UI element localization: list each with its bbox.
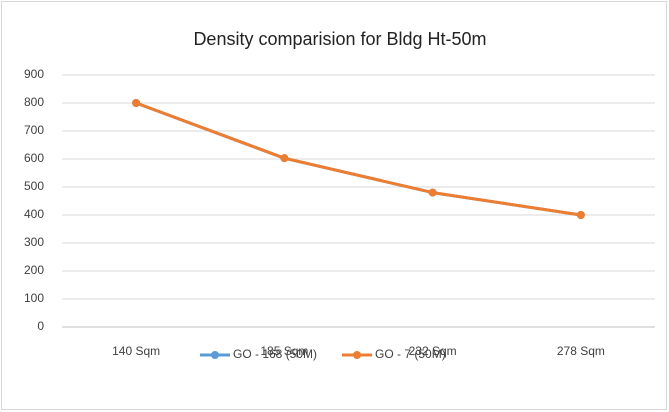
- y-tick-label: 200: [24, 263, 44, 277]
- legend-label: GO - 168 (50M): [233, 347, 317, 361]
- y-tick-label: 400: [24, 207, 44, 221]
- y-tick-label: 0: [37, 319, 44, 333]
- data-point: [428, 188, 437, 197]
- y-tick-label: 600: [24, 151, 44, 165]
- y-tick-label: 100: [24, 291, 44, 305]
- series-line: [135, 101, 582, 217]
- legend-marker: [211, 351, 219, 359]
- data-point: [576, 211, 585, 219]
- y-tick-label: 500: [24, 179, 44, 193]
- legend-label: GO - 7 (50M): [375, 347, 446, 361]
- y-tick-label: 900: [24, 67, 44, 81]
- chart-title: Density comparision for Bldg Ht-50m: [193, 29, 486, 49]
- y-tick-label: 800: [24, 95, 44, 109]
- data-point: [132, 99, 141, 107]
- x-tick-label: 185 Sqm: [260, 344, 308, 358]
- x-tick-label: 232 Sqm: [409, 344, 457, 358]
- legend-marker: [353, 351, 362, 359]
- y-tick-label: 700: [24, 123, 44, 137]
- x-tick-label: 140 Sqm: [112, 344, 160, 358]
- y-tick-label: 300: [24, 235, 44, 249]
- data-point: [280, 154, 289, 163]
- x-tick-label: 278 Sqm: [557, 344, 605, 358]
